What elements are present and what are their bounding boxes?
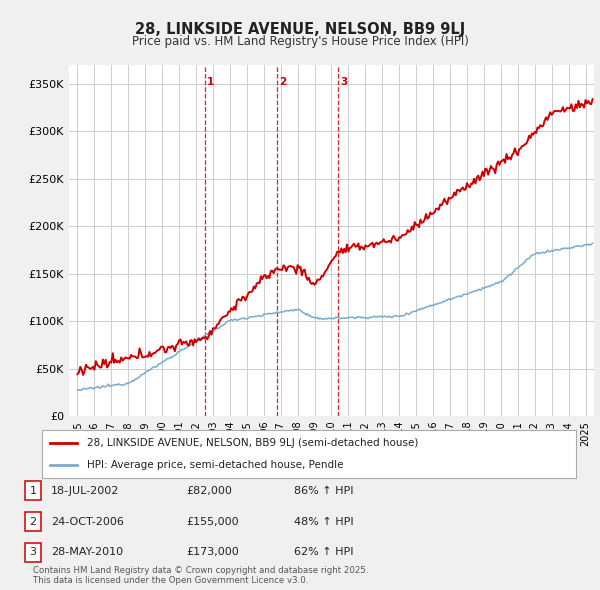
Text: 24-OCT-2006: 24-OCT-2006 (51, 517, 124, 526)
Text: 62% ↑ HPI: 62% ↑ HPI (294, 548, 353, 557)
Text: 18-JUL-2002: 18-JUL-2002 (51, 486, 119, 496)
Text: 1: 1 (207, 77, 214, 87)
Text: 28, LINKSIDE AVENUE, NELSON, BB9 9LJ: 28, LINKSIDE AVENUE, NELSON, BB9 9LJ (135, 22, 465, 37)
Text: 28-MAY-2010: 28-MAY-2010 (51, 548, 123, 557)
Text: £82,000: £82,000 (186, 486, 232, 496)
Text: Contains HM Land Registry data © Crown copyright and database right 2025.
This d: Contains HM Land Registry data © Crown c… (33, 566, 368, 585)
Text: 2: 2 (280, 77, 287, 87)
Text: 2: 2 (29, 517, 37, 526)
Text: £155,000: £155,000 (186, 517, 239, 526)
Text: Price paid vs. HM Land Registry's House Price Index (HPI): Price paid vs. HM Land Registry's House … (131, 35, 469, 48)
Text: 3: 3 (29, 548, 37, 557)
Text: 86% ↑ HPI: 86% ↑ HPI (294, 486, 353, 496)
Text: 3: 3 (340, 77, 348, 87)
Text: 1: 1 (29, 486, 37, 496)
Text: HPI: Average price, semi-detached house, Pendle: HPI: Average price, semi-detached house,… (88, 460, 344, 470)
Text: 28, LINKSIDE AVENUE, NELSON, BB9 9LJ (semi-detached house): 28, LINKSIDE AVENUE, NELSON, BB9 9LJ (se… (88, 438, 419, 448)
Text: 48% ↑ HPI: 48% ↑ HPI (294, 517, 353, 526)
Text: £173,000: £173,000 (186, 548, 239, 557)
